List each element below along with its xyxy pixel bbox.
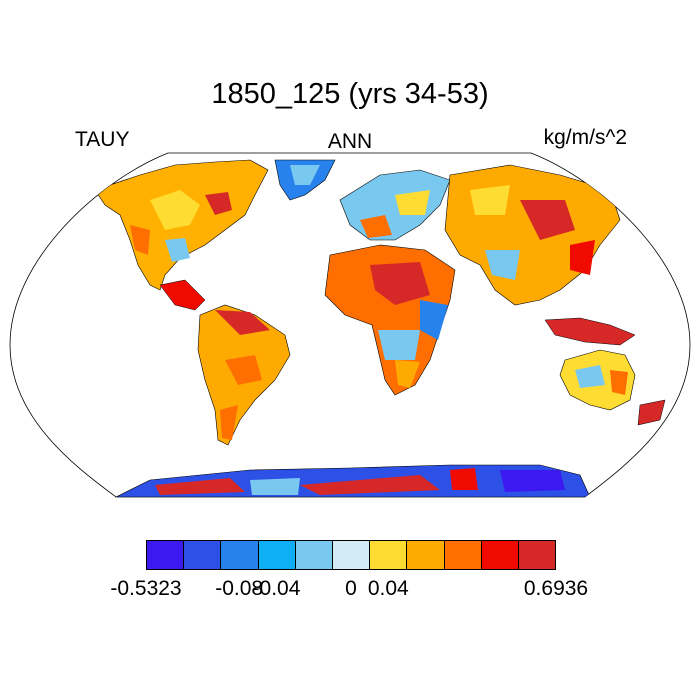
variable-label: TAUY	[75, 128, 130, 151]
colorbar-segment-8	[444, 541, 482, 569]
colorbar-segment-9	[481, 541, 519, 569]
colorbar-tick-label: -0.04	[252, 577, 301, 600]
colorbar-segment-0	[147, 541, 185, 569]
colorbar-tick-label: -0.5323	[110, 577, 182, 600]
colorbar-segment-5	[332, 541, 371, 569]
colorbar-segment-7	[407, 541, 445, 569]
colorbar-segment-6	[370, 541, 408, 569]
colorbar-tick-label: -0.08	[215, 577, 264, 600]
colorbar-tick-label: 0.6936	[523, 577, 589, 600]
colorbar-segment-10	[518, 541, 556, 569]
landmass-indonesia	[544, 317, 636, 346]
colorbar-segment-1	[184, 541, 222, 569]
colorbar-segment-2	[221, 541, 259, 569]
units-label: kg/m/s^2	[543, 126, 627, 149]
plot-title: 1850_125 (yrs 34-53)	[211, 78, 489, 110]
landmass-new-zealand	[637, 399, 666, 426]
colorbar	[146, 540, 556, 570]
colorbar-tick-label: 0.04	[367, 577, 409, 600]
colorbar-segment-4	[295, 541, 333, 569]
season-label: ANN	[327, 130, 373, 153]
colorbar-tick-label: 0	[345, 577, 357, 600]
colorbar-segment-3	[258, 541, 296, 569]
